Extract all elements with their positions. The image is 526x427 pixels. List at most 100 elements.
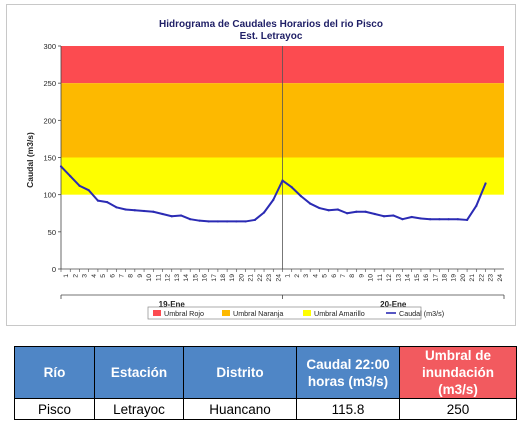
data-point — [419, 217, 423, 220]
hydrograph-chart: Hidrograma de Caudales Horarios del rio … — [25, 19, 505, 320]
data-point — [392, 214, 395, 217]
data-point — [318, 206, 321, 210]
x-tick-label: 17 — [211, 274, 218, 282]
data-point — [401, 218, 404, 221]
x-tick-label: 21 — [248, 274, 255, 282]
x-tick-label: 13 — [174, 274, 181, 282]
x-tick-label: 3 — [82, 274, 89, 278]
x-tick-label: 1 — [63, 274, 70, 278]
x-tick-label: 19 — [451, 274, 458, 282]
x-tick-label: 14 — [405, 274, 412, 282]
data-point — [327, 209, 330, 212]
x-tick-label: 6 — [109, 274, 116, 278]
data-point — [438, 218, 441, 221]
y-axis-label: Caudal (m3/s) — [25, 132, 35, 188]
x-tick-label: 8 — [128, 274, 135, 278]
x-tick-label: 16 — [423, 274, 430, 282]
data-point — [429, 218, 432, 221]
x-tick-label: 10 — [368, 274, 375, 282]
x-tick-label: 24 — [497, 274, 504, 282]
data-point — [170, 215, 173, 218]
legend-label: Umbral Amarillo — [314, 309, 365, 318]
x-tick-label: 20 — [460, 274, 467, 282]
legend-label: Umbral Rojo — [164, 309, 204, 318]
data-point — [189, 218, 192, 221]
x-tick-label: 22 — [478, 274, 485, 282]
data-point — [179, 214, 183, 217]
x-tick-label: 11 — [155, 274, 162, 281]
x-tick-label: 23 — [266, 274, 273, 282]
data-point — [355, 210, 358, 213]
chart-panel: Hidrograma de Caudales Horarios del rio … — [6, 4, 516, 326]
chart-title: Hidrograma de Caudales Horarios del rio … — [159, 19, 383, 30]
y-tick-label: 300 — [43, 42, 56, 51]
x-tick-label: 19 — [229, 274, 236, 282]
x-tick-label: 12 — [386, 274, 393, 282]
y-tick-label: 0 — [52, 265, 56, 274]
day-label: 20-Ene — [380, 300, 407, 309]
x-tick-label: 17 — [432, 274, 439, 282]
data-point — [161, 212, 164, 216]
legend-swatch — [222, 310, 230, 316]
day-label: 19-Ene — [159, 300, 186, 309]
y-tick-label: 150 — [43, 154, 56, 163]
x-tick-label: 18 — [442, 274, 449, 282]
data-point — [253, 218, 256, 222]
data-point — [346, 212, 349, 215]
x-tick-label: 9 — [358, 274, 365, 278]
cell-distrito: Huancano — [183, 398, 297, 420]
data-point — [226, 220, 229, 223]
header-umbral: Umbral de inundación (m3/s) — [399, 346, 517, 399]
chart-subtitle: Est. Letrayoc — [240, 31, 303, 42]
x-tick-label: 21 — [469, 274, 476, 282]
data-point — [410, 215, 413, 219]
data-point — [447, 218, 450, 221]
data-point — [115, 206, 118, 209]
legend-label: Caudal (m3/s) — [399, 309, 444, 318]
x-tick-label: 20 — [238, 274, 245, 282]
table-row: Pisco Letrayoc Huancano 115.8 250 — [14, 398, 517, 420]
x-tick-label: 10 — [146, 274, 153, 282]
data-point — [106, 201, 109, 204]
x-tick-label: 2 — [294, 274, 301, 278]
data-point — [216, 220, 219, 223]
data-point — [96, 199, 100, 202]
x-tick-label: 15 — [192, 274, 199, 282]
x-tick-label: 4 — [312, 274, 319, 278]
flow-summary-table: Río Estación Distrito Caudal 22:00 horas… — [14, 346, 517, 420]
header-caudal: Caudal 22:00 horas (m3/s) — [296, 346, 400, 399]
data-point — [152, 210, 155, 213]
data-point — [87, 189, 90, 192]
x-tick-label: 1 — [285, 274, 292, 278]
legend-label: Umbral Naranja — [233, 309, 283, 318]
data-point — [124, 208, 127, 211]
header-estacion: Estación — [94, 346, 184, 399]
x-tick-label: 2 — [72, 274, 79, 278]
data-point — [281, 179, 284, 182]
data-point — [336, 208, 339, 211]
y-tick-label: 50 — [48, 228, 56, 237]
data-point — [262, 211, 266, 214]
data-point — [382, 215, 386, 218]
data-point — [244, 220, 247, 223]
data-point — [142, 209, 146, 213]
x-tick-label: 15 — [414, 274, 421, 282]
x-tick-label: 5 — [100, 274, 107, 278]
y-tick-label: 250 — [43, 79, 56, 88]
data-point — [373, 212, 376, 216]
x-tick-label: 16 — [202, 274, 209, 282]
x-tick-label: 22 — [257, 274, 264, 282]
data-point — [309, 202, 312, 205]
x-tick-label: 9 — [137, 274, 144, 278]
x-tick-label: 14 — [183, 274, 190, 282]
header-distrito: Distrito — [183, 346, 297, 399]
legend-box — [147, 306, 422, 320]
data-point — [272, 198, 275, 201]
x-tick-label: 23 — [488, 274, 495, 282]
legend-swatch — [153, 310, 161, 316]
x-tick-label: 7 — [118, 274, 125, 278]
data-point — [207, 220, 210, 223]
cell-caudal: 115.8 — [296, 398, 400, 420]
data-point — [133, 209, 136, 212]
cell-rio: Pisco — [14, 398, 95, 420]
